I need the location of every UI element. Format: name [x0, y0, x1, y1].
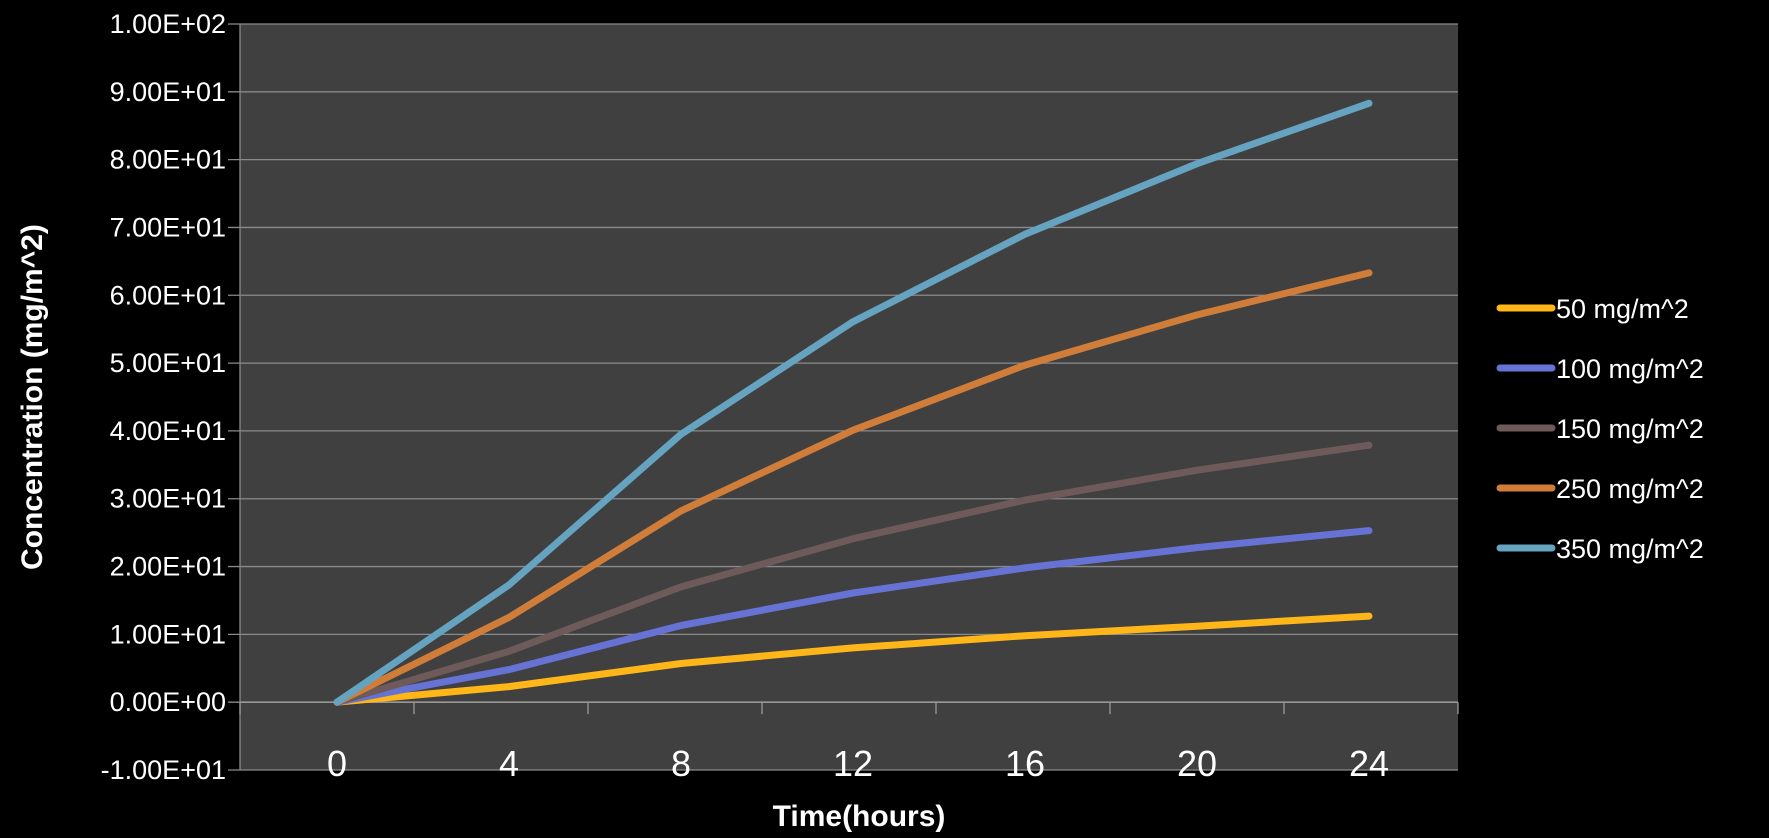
- legend-label: 350 mg/m^2: [1556, 534, 1704, 564]
- y-tick-label: 2.00E+01: [110, 552, 226, 582]
- x-axis-title: Time(hours): [773, 800, 946, 833]
- y-tick-label: 1.00E+01: [110, 619, 226, 649]
- y-tick-label: 3.00E+01: [110, 484, 226, 514]
- legend-label: 50 mg/m^2: [1556, 294, 1689, 324]
- legend-item: 250 mg/m^2: [1496, 474, 1704, 504]
- series-lines: [333, 99, 1373, 706]
- x-tick-label: 4: [499, 743, 519, 784]
- series-line: [333, 441, 1373, 706]
- legend-label: 150 mg/m^2: [1556, 414, 1704, 444]
- gridlines: [228, 23, 1458, 771]
- y-tick-label: 1.00E+02: [110, 9, 226, 39]
- y-tick-label: 9.00E+01: [110, 77, 226, 107]
- y-tick-labels: -1.00E+01 0.00E+00 1.00E+01 2.00E+01 3.00E+0…: [101, 9, 226, 785]
- legend-item: 150 mg/m^2: [1496, 414, 1704, 444]
- axes: [239, 24, 1459, 770]
- legend-label: 100 mg/m^2: [1556, 354, 1704, 384]
- y-tick-label: 6.00E+01: [110, 280, 226, 310]
- y-tick-label: 8.00E+01: [110, 145, 226, 175]
- legend-item: 50 mg/m^2: [1496, 294, 1689, 324]
- y-tick-label: 5.00E+01: [110, 348, 226, 378]
- series-line: [333, 527, 1373, 706]
- legend: 50 mg/m^2 100 mg/m^2 150 mg/m^2 250 mg/m^2 3…: [1496, 294, 1704, 564]
- y-tick-label: 4.00E+01: [110, 416, 226, 446]
- legend-item: 100 mg/m^2: [1496, 354, 1704, 384]
- series-line: [333, 269, 1373, 706]
- legend-label: 250 mg/m^2: [1556, 474, 1704, 504]
- series-line: [333, 99, 1373, 706]
- x-tick-label: 24: [1349, 743, 1389, 784]
- x-tick-label: 12: [833, 743, 873, 784]
- x-tick-label: 16: [1005, 743, 1045, 784]
- y-tick-label: 7.00E+01: [110, 212, 226, 242]
- y-tick-label: 0.00E+00: [110, 687, 226, 717]
- series-line: [333, 612, 1373, 706]
- legend-item: 350 mg/m^2: [1496, 534, 1704, 564]
- x-tick-labels: 0 4 8 12 16 20 24: [327, 743, 1389, 784]
- y-tick-label: -1.00E+01: [101, 755, 226, 785]
- y-axis-title: Concentration (mg/m^2): [16, 224, 49, 570]
- x-tick-label: 0: [327, 743, 347, 784]
- x-tick-label: 20: [1177, 743, 1217, 784]
- x-tick-label: 8: [671, 743, 691, 784]
